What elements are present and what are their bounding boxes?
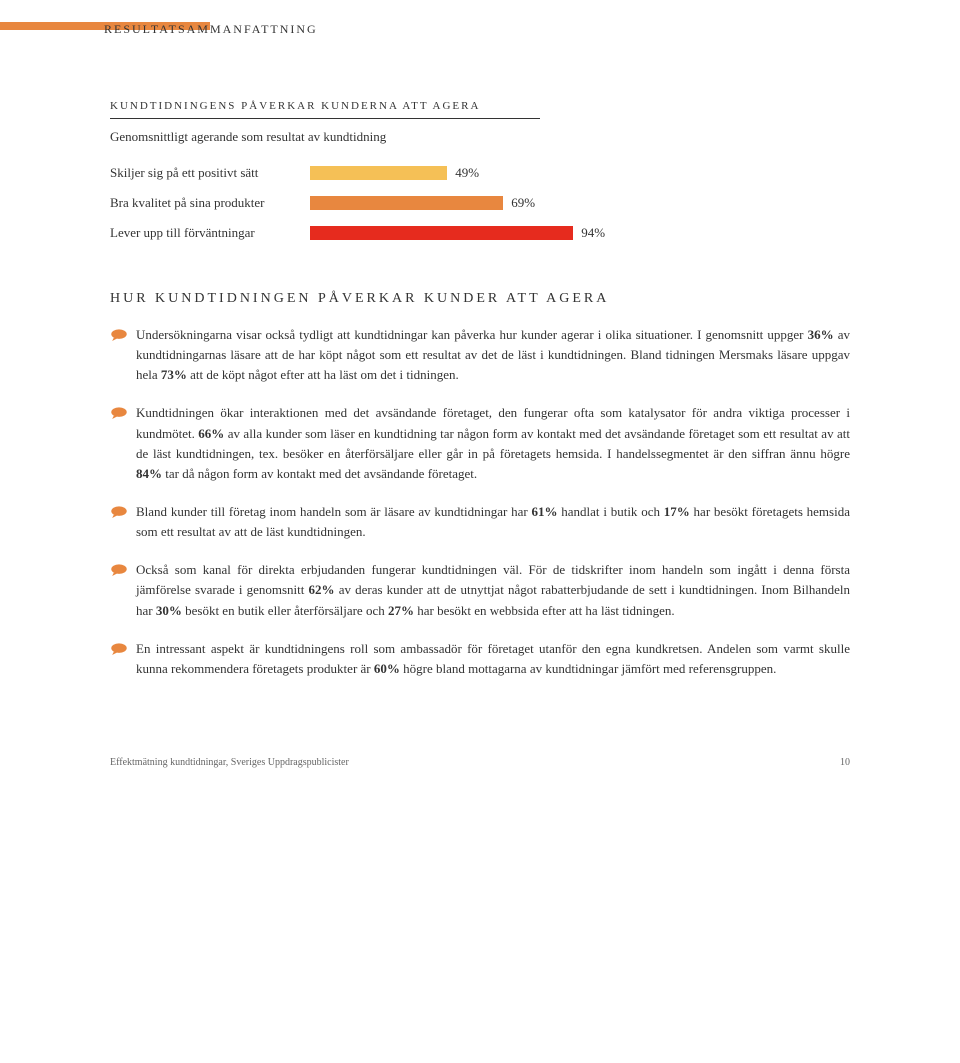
- chart-row-label: Lever upp till förväntningar: [110, 225, 310, 241]
- bullet-item: Också som kanal för direkta erbjudanden …: [110, 560, 850, 620]
- chart-row: Lever upp till förväntningar 94%: [110, 225, 850, 241]
- bullet-item: Kundtidningen ökar interaktionen med det…: [110, 403, 850, 484]
- bar-chart: Skiljer sig på ett positivt sätt 49% Bra k…: [110, 165, 850, 241]
- bullet-item: Undersökningarna visar också tydligt att…: [110, 325, 850, 385]
- bullet-item: En intressant aspekt är kundtidningens r…: [110, 639, 850, 679]
- chart-value: 49%: [455, 165, 479, 181]
- footer-page-number: 10: [840, 757, 850, 768]
- chart-title: KUNDTIDNINGENS PÅVERKAR KUNDERNA ATT AGE…: [110, 100, 540, 119]
- speech-bubble-icon: [110, 405, 128, 417]
- page-footer: Effektmätning kundtidningar, Sveriges Up…: [0, 737, 960, 798]
- speech-bubble-icon: [110, 504, 128, 516]
- chart-row-label: Bra kvalitet på sina produkter: [110, 195, 310, 211]
- chart-bar: [310, 166, 447, 180]
- bullet-list: Undersökningarna visar också tydligt att…: [110, 325, 850, 679]
- chart-row: Bra kvalitet på sina produkter 69%: [110, 195, 850, 211]
- chart-value: 69%: [511, 195, 535, 211]
- chart-bar-wrap: 49%: [310, 165, 850, 181]
- footer-left: Effektmätning kundtidningar, Sveriges Up…: [110, 757, 349, 768]
- chart-subtitle: Genomsnittligt agerande som resultat av …: [110, 129, 850, 145]
- section-title: HUR KUNDTIDNINGEN PÅVERKAR KUNDER ATT AG…: [110, 291, 850, 307]
- page-content: KUNDTIDNINGENS PÅVERKAR KUNDERNA ATT AGE…: [0, 0, 960, 737]
- chart-bar: [310, 226, 573, 240]
- speech-bubble-icon: [110, 327, 128, 339]
- chart-bar: [310, 196, 503, 210]
- page-header-title: RESULTATSAMMANFATTNING: [104, 22, 318, 37]
- bullet-text: Bland kunder till företag inom handeln s…: [136, 504, 850, 539]
- speech-bubble-icon: [110, 562, 128, 574]
- bullet-text: En intressant aspekt är kundtidningens r…: [136, 641, 850, 676]
- chart-row: Skiljer sig på ett positivt sätt 49%: [110, 165, 850, 181]
- bullet-text: Kundtidningen ökar interaktionen med det…: [136, 405, 850, 480]
- bullet-text: Också som kanal för direkta erbjudanden …: [136, 562, 850, 617]
- speech-bubble-icon: [110, 641, 128, 653]
- chart-value: 94%: [581, 225, 605, 241]
- chart-bar-wrap: 69%: [310, 195, 850, 211]
- chart-row-label: Skiljer sig på ett positivt sätt: [110, 165, 310, 181]
- bullet-text: Undersökningarna visar också tydligt att…: [136, 327, 850, 382]
- bullet-item: Bland kunder till företag inom handeln s…: [110, 502, 850, 542]
- chart-bar-wrap: 94%: [310, 225, 850, 241]
